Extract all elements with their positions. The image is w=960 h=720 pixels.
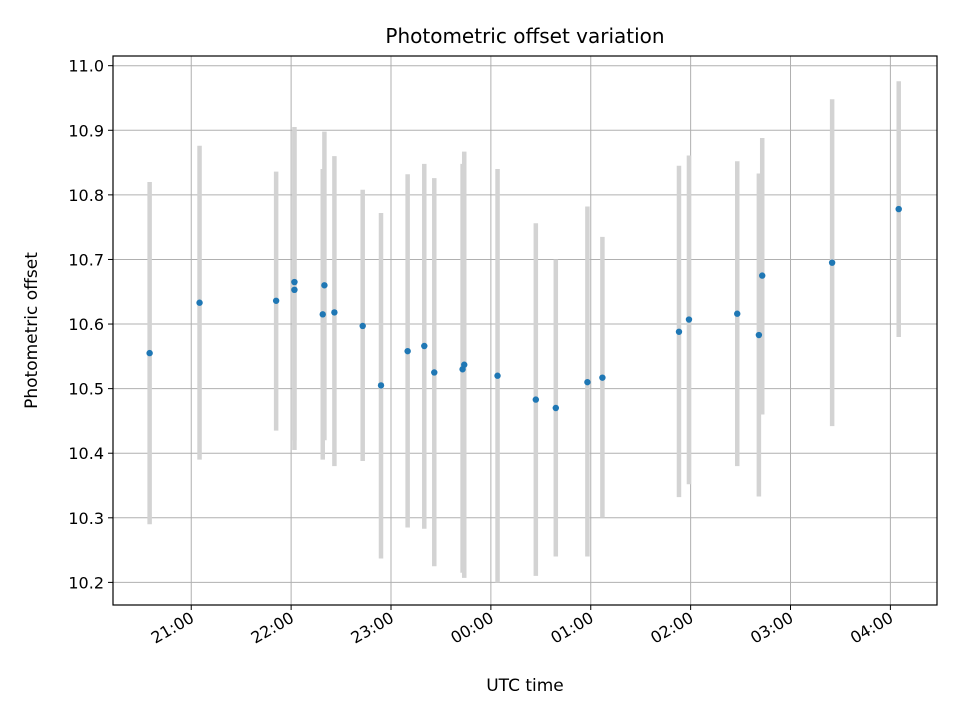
data-point (734, 310, 741, 317)
x-tick-label: 01:00 (547, 608, 596, 648)
data-point (552, 404, 559, 412)
plot-area-frame (112, 55, 938, 606)
y-tick-label: 10.9 (68, 121, 104, 140)
data-point (584, 378, 591, 386)
data-point (675, 328, 683, 335)
x-tick-label: 03:00 (747, 608, 796, 648)
data-point (404, 347, 411, 355)
y-tick-label: 11.0 (68, 57, 104, 76)
data-point (494, 372, 501, 379)
data-point (599, 374, 606, 381)
y-axis-title: Photometric offset (22, 252, 42, 409)
data-point (331, 309, 338, 316)
y-tick-label: 10.4 (68, 444, 104, 463)
grid (113, 56, 937, 605)
data-point (291, 278, 298, 286)
x-tick-label: 21:00 (148, 608, 197, 648)
data-point (319, 311, 326, 318)
data-point (359, 322, 366, 330)
x-axis-title: UTC time (486, 676, 564, 696)
data-point (272, 297, 280, 304)
data-point (321, 282, 328, 289)
y-axis-ticks: 10.2 10.3 10.4 10.5 10.6 10.7 10.8 10.9 11.0 (68, 57, 113, 592)
data-point (461, 361, 468, 368)
data-point (196, 299, 203, 306)
x-tick-label: 23:00 (348, 608, 397, 648)
data-point (431, 369, 438, 376)
x-tick-label: 22:00 (248, 608, 297, 648)
data-point (421, 342, 428, 350)
x-tick-label: 00:00 (447, 608, 496, 648)
y-tick-label: 10.7 (68, 250, 104, 269)
data-point (377, 382, 385, 389)
data-point (828, 259, 836, 266)
x-tick-label: 02:00 (647, 608, 696, 648)
data-point (895, 205, 902, 213)
error-bars (147, 81, 901, 583)
data-point (755, 331, 763, 339)
data-point (532, 396, 540, 403)
y-tick-label: 10.3 (68, 509, 104, 528)
y-tick-label: 10.6 (68, 315, 104, 334)
data-points (146, 205, 902, 412)
data-point (759, 272, 766, 279)
y-tick-label: 10.5 (68, 380, 104, 399)
x-tick-label: 04:00 (847, 608, 896, 648)
y-tick-label: 10.8 (68, 186, 104, 205)
data-point (291, 286, 298, 294)
data-point (146, 349, 153, 357)
y-tick-label: 10.2 (68, 573, 104, 592)
chart-title: Photometric offset variation (385, 24, 664, 48)
data-point (685, 316, 693, 323)
x-axis-ticks: 21:00 22:00 23:00 00:00 01:00 02:00 03:00 04:00 (148, 605, 896, 648)
